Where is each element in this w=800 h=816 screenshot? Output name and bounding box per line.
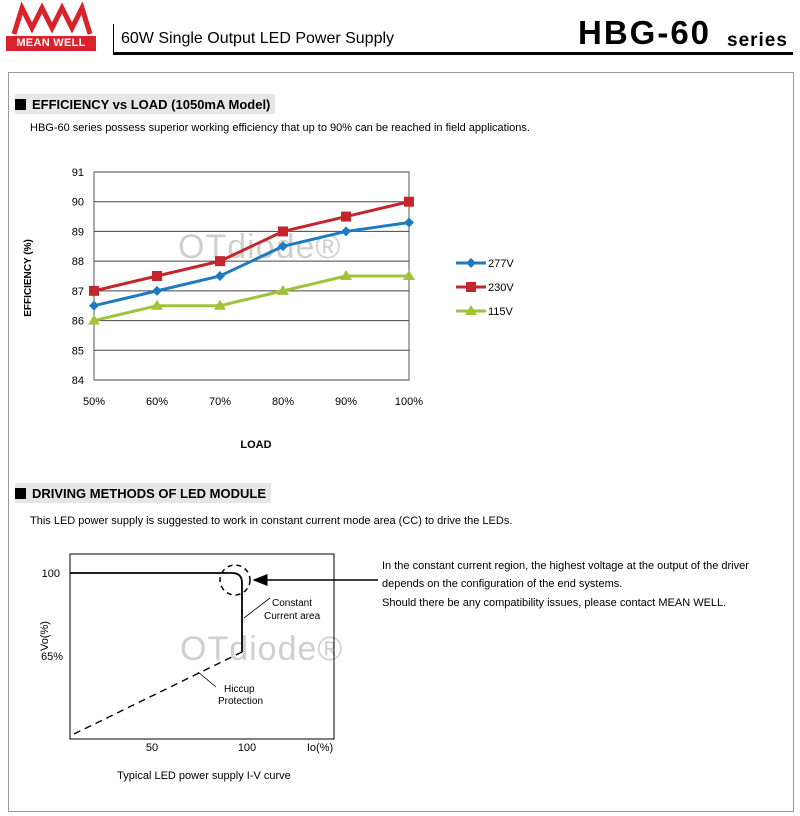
hiccup-label-line1: Hiccup xyxy=(224,684,255,695)
efficiency-chart: 91 90 89 88 87 86 85 84 50% 60% 70% 80% 90% 100% LOAD E… xyxy=(23,167,514,450)
legend-label: 115V xyxy=(488,306,514,318)
brand-name: MEAN WELL xyxy=(6,36,96,51)
data-point-277V xyxy=(215,271,225,281)
highlight-circle xyxy=(219,564,251,596)
bullet-square-icon xyxy=(15,487,26,499)
x-tick-label: 60% xyxy=(146,396,168,408)
note-line: Should there be any compatibility issues… xyxy=(382,597,727,609)
data-point-115V xyxy=(151,299,163,310)
x-axis-label: Io(%) xyxy=(307,742,333,754)
driving-description: This LED power supply is suggested to wo… xyxy=(30,515,513,527)
y-tick-label: 87 xyxy=(72,286,84,298)
data-point-115V xyxy=(340,270,352,280)
legend-marker-230V xyxy=(466,282,476,292)
data-point-230V xyxy=(152,271,162,281)
series-line-277V xyxy=(93,221,410,308)
watermark: OTdiode® xyxy=(180,630,344,668)
y-axis-title: EFFICIENCY (%) xyxy=(23,239,34,317)
x-tick-100: 100 xyxy=(238,742,256,754)
driving-section-heading: DRIVING METHODS OF LED MODULE xyxy=(15,483,271,503)
data-point-277V xyxy=(404,217,414,228)
x-tick-label: 50% xyxy=(83,396,105,408)
header-divider xyxy=(113,24,114,54)
y-tick-label: 90 xyxy=(72,197,84,209)
data-point-230V xyxy=(89,285,99,296)
iv-curve-line xyxy=(70,572,243,652)
driving-heading-text: DRIVING METHODS OF LED MODULE xyxy=(32,485,266,501)
data-point-277V xyxy=(278,241,288,252)
iv-plot-frame xyxy=(69,553,335,740)
data-point-230V xyxy=(404,196,414,207)
cc-label-line1: Constant xyxy=(272,598,312,609)
iv-curve-diagram: 100 65% Vo(%) 50 100 Io(%) Constant Curr… xyxy=(39,553,378,782)
content-frame xyxy=(8,72,794,812)
x-axis-title: LOAD xyxy=(240,439,271,450)
y-tick-65: 65% xyxy=(41,651,63,663)
y-tick-label: 91 xyxy=(72,167,84,179)
mw-logo-mark-icon xyxy=(11,2,93,35)
data-point-230V xyxy=(278,226,288,237)
hiccup-leader-line xyxy=(197,671,217,688)
data-point-230V xyxy=(215,256,225,267)
note-line: depends on the configuration of the end … xyxy=(382,577,623,590)
y-tick-label: 89 xyxy=(72,226,84,238)
data-point-115V xyxy=(277,284,289,295)
watermark: OTdiode® xyxy=(178,228,342,266)
legend-label: 277V xyxy=(488,258,514,270)
x-tick-label: 90% xyxy=(335,396,357,408)
iv-caption: Typical LED power supply I-V curve xyxy=(117,770,291,782)
cc-label-line2: Current area xyxy=(264,611,321,622)
y-tick-100: 100 xyxy=(42,568,60,580)
data-point-277V xyxy=(89,300,99,311)
cc-leader-line xyxy=(243,597,271,619)
series-line-230V xyxy=(93,200,410,293)
data-point-115V xyxy=(403,270,415,280)
efficiency-heading-text: EFFICIENCY vs LOAD (1050mA Model) xyxy=(32,96,271,112)
data-point-277V xyxy=(341,226,351,237)
note-line: In the constant current region, the high… xyxy=(382,560,749,572)
y-tick-label: 88 xyxy=(72,256,84,268)
data-point-230V xyxy=(341,211,351,222)
efficiency-section-heading: EFFICIENCY vs LOAD (1050mA Model) xyxy=(15,94,276,114)
header-rule xyxy=(113,52,793,55)
data-point-115V xyxy=(214,299,226,310)
legend-label: 230V xyxy=(488,282,514,294)
series-label: series xyxy=(727,30,788,51)
y-tick-label: 86 xyxy=(72,316,84,328)
x-tick-label: 80% xyxy=(272,396,294,408)
x-tick-50: 50 xyxy=(146,742,158,754)
data-point-277V xyxy=(152,285,162,296)
data-point-115V xyxy=(88,314,100,325)
mean-well-logo xyxy=(6,2,102,54)
legend-marker-115V xyxy=(465,305,477,315)
legend-marker-277V xyxy=(466,258,476,268)
y-tick-label: 85 xyxy=(72,345,84,357)
hiccup-dashed-line xyxy=(73,651,243,735)
driving-notes: In the constant current region, the high… xyxy=(382,558,749,613)
y-axis-label: Vo(%) xyxy=(39,621,51,651)
x-tick-label: 100% xyxy=(395,396,423,408)
x-tick-label: 70% xyxy=(209,396,231,408)
product-title: 60W Single Output LED Power Supply xyxy=(121,30,395,47)
series-line-115V xyxy=(93,274,409,323)
bullet-square-icon xyxy=(15,98,26,110)
efficiency-description: HBG-60 series possess superior working e… xyxy=(30,122,530,134)
y-tick-label: 84 xyxy=(72,375,84,387)
hiccup-label-line2: Protection xyxy=(218,696,263,707)
model-name: HBG-60 xyxy=(578,14,712,51)
